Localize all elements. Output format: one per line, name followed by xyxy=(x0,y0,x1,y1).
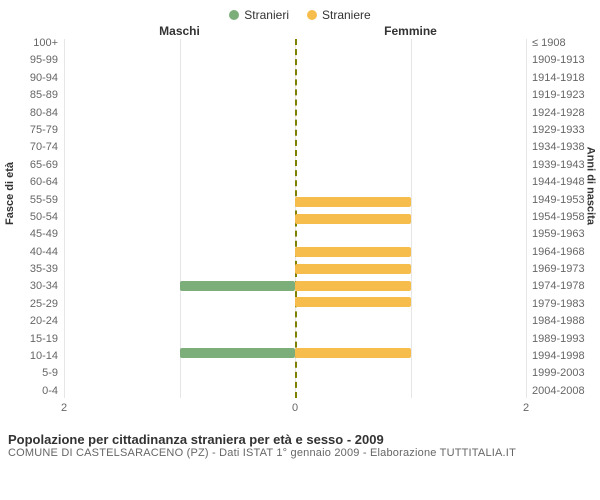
y-tick-birth: 1949-1953 xyxy=(532,195,592,207)
y-tick-age: 95-99 xyxy=(8,55,58,67)
bar-row xyxy=(64,263,526,275)
y-tick-age: 50-54 xyxy=(8,212,58,224)
x-tick: 2 xyxy=(61,402,67,414)
bar-row xyxy=(64,179,526,191)
y-tick-age: 45-49 xyxy=(8,229,58,241)
column-title-female: Femmine xyxy=(295,24,526,38)
y-tick-birth: 1999-2003 xyxy=(532,368,592,380)
bar-female xyxy=(295,214,411,224)
y-tick-age: 85-89 xyxy=(8,90,58,102)
y-tick-age: 10-14 xyxy=(8,351,58,363)
y-tick-birth: 1914-1918 xyxy=(532,73,592,85)
legend-label-female: Straniere xyxy=(322,8,371,22)
y-tick-age: 20-24 xyxy=(8,316,58,328)
population-pyramid: Fasce di età Anni di nascita Maschi Femm… xyxy=(8,24,592,426)
bar-row xyxy=(64,363,526,375)
y-tick-birth: 1909-1913 xyxy=(532,55,592,67)
y-tick-age: 90-94 xyxy=(8,73,58,85)
y-tick-birth: 1924-1928 xyxy=(532,108,592,120)
y-labels-birth: ≤ 1908 1909-1913 1914-1918 1919-1923 1924-19… xyxy=(526,38,592,398)
y-tick-birth: 1969-1973 xyxy=(532,264,592,276)
y-labels-age: 100+ 95-99 90-94 85-89 80-84 75-79 70-74 65-69 6… xyxy=(8,38,64,398)
bar-row xyxy=(64,347,526,359)
legend-item-male: Stranieri xyxy=(229,8,289,22)
bar-row xyxy=(64,229,526,241)
bar-male xyxy=(180,348,296,358)
y-tick-birth: 1959-1963 xyxy=(532,229,592,241)
bar-row xyxy=(64,296,526,308)
bar-row xyxy=(64,45,526,57)
y-tick-birth: 1979-1983 xyxy=(532,299,592,311)
y-tick-age: 75-79 xyxy=(8,125,58,137)
legend-item-female: Straniere xyxy=(307,8,371,22)
column-titles: Maschi Femmine xyxy=(8,24,592,38)
bar-row xyxy=(64,313,526,325)
bar-row xyxy=(64,129,526,141)
chart-subtitle: COMUNE DI CASTELSARACENO (PZ) - Dati IST… xyxy=(8,447,592,459)
y-tick-birth: 1989-1993 xyxy=(532,334,592,346)
y-tick-birth: 1984-1988 xyxy=(532,316,592,328)
x-tick: 2 xyxy=(523,402,529,414)
legend: Stranieri Straniere xyxy=(8,8,592,22)
bar-male xyxy=(180,281,296,291)
y-tick-birth: 1934-1938 xyxy=(532,142,592,154)
y-tick-age: 55-59 xyxy=(8,195,58,207)
y-tick-birth: ≤ 1908 xyxy=(532,38,592,50)
bar-female xyxy=(295,247,411,257)
y-tick-age: 40-44 xyxy=(8,247,58,259)
bar-female xyxy=(295,297,411,307)
bar-row xyxy=(64,213,526,225)
chart-container: Stranieri Straniere Fasce di età Anni di… xyxy=(0,0,600,500)
legend-swatch-female xyxy=(307,10,317,20)
x-tick: 0 xyxy=(292,402,298,414)
y-tick-age: 65-69 xyxy=(8,160,58,172)
y-tick-age: 0-4 xyxy=(8,386,58,398)
y-tick-birth: 1939-1943 xyxy=(532,160,592,172)
column-title-male: Maschi xyxy=(64,24,295,38)
bar-rows xyxy=(64,45,526,392)
y-tick-age: 35-39 xyxy=(8,264,58,276)
y-tick-birth: 1929-1933 xyxy=(532,125,592,137)
y-tick-age: 15-19 xyxy=(8,334,58,346)
y-tick-birth: 1974-1978 xyxy=(532,281,592,293)
chart-footer: Popolazione per cittadinanza straniera p… xyxy=(8,432,592,459)
bar-female xyxy=(295,197,411,207)
bar-row xyxy=(64,380,526,392)
bar-row xyxy=(64,162,526,174)
legend-label-male: Stranieri xyxy=(244,8,289,22)
bar-row xyxy=(64,280,526,292)
y-tick-age: 100+ xyxy=(8,38,58,50)
bar-row xyxy=(64,196,526,208)
grid xyxy=(64,38,526,398)
y-tick-age: 80-84 xyxy=(8,108,58,120)
bar-row xyxy=(64,112,526,124)
y-tick-birth: 1919-1923 xyxy=(532,90,592,102)
chart-title: Popolazione per cittadinanza straniera p… xyxy=(8,432,592,447)
x-axis: 2 0 2 xyxy=(8,402,592,416)
bar-row xyxy=(64,146,526,158)
y-tick-birth: 1994-1998 xyxy=(532,351,592,363)
bar-row xyxy=(64,330,526,342)
plot-area: 100+ 95-99 90-94 85-89 80-84 75-79 70-74 65-69 6… xyxy=(8,38,592,398)
y-tick-age: 5-9 xyxy=(8,368,58,380)
bar-female xyxy=(295,281,411,291)
y-tick-birth: 1964-1968 xyxy=(532,247,592,259)
bar-row xyxy=(64,246,526,258)
bar-female xyxy=(295,348,411,358)
y-tick-age: 70-74 xyxy=(8,142,58,154)
bar-row xyxy=(64,95,526,107)
bar-row xyxy=(64,79,526,91)
bar-female xyxy=(295,264,411,274)
bar-row xyxy=(64,62,526,74)
y-tick-birth: 1954-1958 xyxy=(532,212,592,224)
y-tick-birth: 2004-2008 xyxy=(532,386,592,398)
y-tick-birth: 1944-1948 xyxy=(532,177,592,189)
y-tick-age: 25-29 xyxy=(8,299,58,311)
y-tick-age: 30-34 xyxy=(8,281,58,293)
legend-swatch-male xyxy=(229,10,239,20)
y-tick-age: 60-64 xyxy=(8,177,58,189)
